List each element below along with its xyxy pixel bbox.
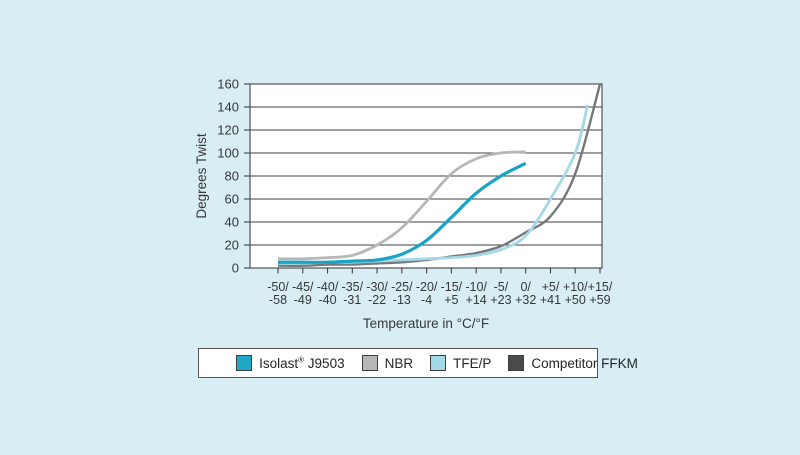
x-tick-label-celsius: -15/ xyxy=(441,280,463,294)
legend-label: Competitor FFKM xyxy=(531,355,638,371)
registered-mark: ® xyxy=(298,355,305,364)
x-tick-label-celsius: -40/ xyxy=(317,280,339,294)
y-tick-label: 20 xyxy=(225,238,239,253)
x-tick-label-fahrenheit: +59 xyxy=(589,293,610,307)
x-tick-label-celsius: -35/ xyxy=(342,280,364,294)
series-line-nbr xyxy=(277,150,526,261)
x-axis-title: Temperature in °C/°F xyxy=(363,316,489,331)
x-tick-label-celsius: +10/ xyxy=(563,280,588,294)
x-tick-label-fahrenheit: +5 xyxy=(444,293,458,307)
plot-area xyxy=(244,83,603,274)
x-tick-label-fahrenheit: -40 xyxy=(319,293,337,307)
x-tick-label-celsius: -20/ xyxy=(416,280,438,294)
x-tick-label-celsius: +5/ xyxy=(542,280,560,294)
x-tick-label-celsius: -50/ xyxy=(267,280,289,294)
y-tick-label: 80 xyxy=(225,169,239,184)
legend-item-isolast-j9503: Isolast® J9503 xyxy=(236,355,345,371)
x-tick-label-fahrenheit: +50 xyxy=(565,293,586,307)
x-tick-label-celsius: -45/ xyxy=(292,280,314,294)
x-tick-label-celsius: +15/ xyxy=(588,280,613,294)
legend-swatch xyxy=(361,355,378,371)
y-tick-label: 140 xyxy=(217,100,239,115)
x-tick-label-fahrenheit: +32 xyxy=(515,293,536,307)
y-tick-label: 160 xyxy=(217,77,239,92)
y-tick-label: 40 xyxy=(225,215,239,230)
legend-item-competitor-ffkm: Competitor FFKM xyxy=(508,355,638,371)
axis-labels: 020406080100120140160-50/-58-45/-49-40/-… xyxy=(217,77,613,307)
x-tick-label-fahrenheit: -31 xyxy=(343,293,361,307)
x-tick-label-fahrenheit: +23 xyxy=(490,293,511,307)
x-tick-label-fahrenheit: -22 xyxy=(368,293,386,307)
x-tick-label-celsius: -30/ xyxy=(366,280,388,294)
y-tick-label: 0 xyxy=(232,261,239,276)
legend-item-nbr: NBR xyxy=(361,355,414,371)
x-tick-label-celsius: -5/ xyxy=(494,280,509,294)
series-lines xyxy=(277,83,602,267)
x-tick-label-fahrenheit: -4 xyxy=(421,293,432,307)
y-axis-title: Degrees Twist xyxy=(194,133,209,219)
y-tick-label: 100 xyxy=(217,146,239,161)
y-tick-label: 120 xyxy=(217,123,239,138)
legend-swatch xyxy=(508,355,525,371)
legend-label: Isolast® J9503 xyxy=(259,355,345,371)
legend: Isolast® J9503 NBR TFE/P Competitor FFKM xyxy=(198,348,638,378)
legend-item-tfe-p: TFE/P xyxy=(430,355,491,371)
x-tick-label-celsius: -10/ xyxy=(465,280,487,294)
legend-swatch xyxy=(430,355,447,371)
x-tick-label-celsius: 0/ xyxy=(520,280,531,294)
x-tick-label-fahrenheit: -49 xyxy=(294,293,312,307)
x-tick-label-celsius: -25/ xyxy=(391,280,413,294)
y-tick-label: 60 xyxy=(225,192,239,207)
legend-label: TFE/P xyxy=(453,355,492,371)
legend-label: NBR xyxy=(384,355,414,371)
series-line-isolast-j9503 xyxy=(278,161,527,264)
x-tick-label-fahrenheit: +14 xyxy=(466,293,487,307)
x-tick-label-fahrenheit: +41 xyxy=(540,293,561,307)
legend-swatch xyxy=(236,355,253,371)
x-tick-label-fahrenheit: -58 xyxy=(269,293,287,307)
x-tick-label-fahrenheit: -13 xyxy=(393,293,411,307)
